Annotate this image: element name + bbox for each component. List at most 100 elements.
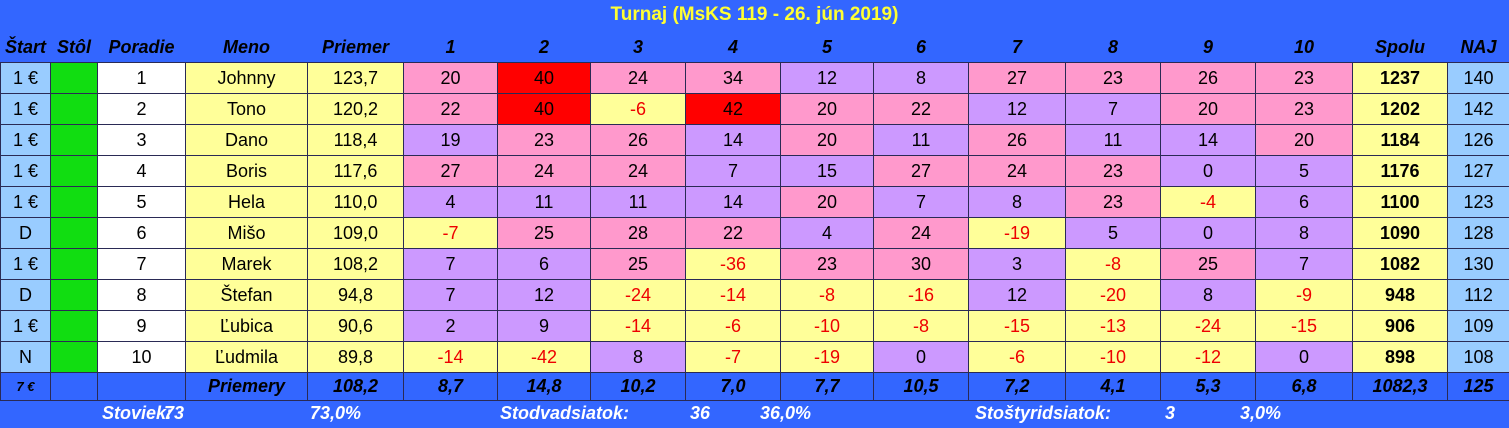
table-cell: 1176 [1352,155,1448,187]
table-cell: 25 [590,248,686,280]
table-cell [50,217,98,249]
table-cell: 7 [1255,248,1353,280]
table-cell: 23 [1065,155,1161,187]
table-cell: 1 € [0,248,51,280]
table-cell: 109,0 [307,217,404,249]
column-header: Štart [4,37,46,57]
column-header: 10 [1293,37,1315,57]
footer-cell: 108,2 [307,372,404,401]
table-cell: -19 [968,217,1066,249]
table-cell: 22 [685,217,781,249]
table-cell: 8 [968,186,1066,218]
table-cell: Mišo [185,217,308,249]
table-cell: 7 [403,279,498,311]
table-cell: 12 [968,279,1066,311]
table-cell: 11 [497,186,591,218]
column-header: 1 [445,37,456,57]
table-cell: 22 [403,93,498,125]
table-cell: 19 [403,124,498,156]
table-cell: 20 [780,186,874,218]
table-cell: -8 [780,279,874,311]
table-cell: -7 [685,341,781,373]
table-cell: 130 [1447,248,1509,280]
table-cell: 8 [1160,279,1256,311]
table-cell: -6 [968,341,1066,373]
table-cell: Tono [185,93,308,125]
table-cell: 3 [97,124,186,156]
column-header: 7 [1011,37,1022,57]
table-cell: 4 [780,217,874,249]
table-cell: 5 [97,186,186,218]
table-cell: -12 [1160,341,1256,373]
table-cell: 140 [1447,62,1509,94]
table-cell [50,62,98,94]
table-cell: 5 [1255,155,1353,187]
table-cell: 12 [780,62,874,94]
table-cell: 27 [873,155,969,187]
table-cell: -14 [685,279,781,311]
table-cell: -6 [685,310,781,342]
column-header: 8 [1107,37,1118,57]
table-cell: 0 [1255,341,1353,373]
table-cell: -15 [1255,310,1353,342]
table-cell: 108,2 [307,248,404,280]
table-cell: 898 [1352,341,1448,373]
table-cell: 110,0 [307,186,404,218]
table-cell [50,93,98,125]
table-cell: 40 [497,62,591,94]
table-cell: 14 [685,124,781,156]
table-cell: 24 [590,62,686,94]
table-cell: -14 [403,341,498,373]
table-cell: 12 [968,93,1066,125]
table-cell [50,279,98,311]
table-cell: 123,7 [307,62,404,94]
table-cell: -6 [590,93,686,125]
table-cell: 109 [1447,310,1509,342]
table-cell: Ľubica [185,310,308,342]
table-cell: 1 [97,62,186,94]
column-header: Spolu [1375,37,1425,57]
table-cell: 34 [685,62,781,94]
table-cell: -19 [780,341,874,373]
table-cell: 0 [1160,155,1256,187]
summary-text: 36,0% [760,403,812,423]
table-cell: 27 [403,155,498,187]
table-cell: 23 [1065,62,1161,94]
table-cell: -42 [497,341,591,373]
footer-cell: 5,3 [1160,372,1256,401]
table-cell: 7 [97,248,186,280]
table-cell: 11 [873,124,969,156]
table-cell: 23 [780,248,874,280]
table-cell: N [0,341,51,373]
summary-text: 36 [690,403,711,423]
footer-cell: 7,2 [968,372,1066,401]
table-cell: 1 € [0,124,51,156]
table-cell [50,248,98,280]
table-cell: 7 [873,186,969,218]
column-header: Meno [223,37,270,57]
table-cell: -10 [780,310,874,342]
table-cell: 5 [1065,217,1161,249]
column-header: 4 [727,37,738,57]
table-cell: -14 [590,310,686,342]
footer-cell: 7,7 [780,372,874,401]
footer-cell: 4,1 [1065,372,1161,401]
column-header: Poradie [108,37,175,57]
table-cell: 20 [403,62,498,94]
table-cell: 1184 [1352,124,1448,156]
table-cell: 6 [97,217,186,249]
table-cell: 948 [1352,279,1448,311]
table-cell: 14 [1160,124,1256,156]
column-header: 5 [821,37,832,57]
table-cell: Marek [185,248,308,280]
table-cell: Dano [185,124,308,156]
column-header: 6 [915,37,926,57]
column-header: Stôl [57,37,91,57]
table-cell: Ľudmila [185,341,308,373]
table-cell: 24 [873,217,969,249]
table-cell: -10 [1065,341,1161,373]
table-cell: D [0,279,51,311]
footer-cell [97,372,186,401]
table-cell: 127 [1447,155,1509,187]
table-cell: 126 [1447,124,1509,156]
